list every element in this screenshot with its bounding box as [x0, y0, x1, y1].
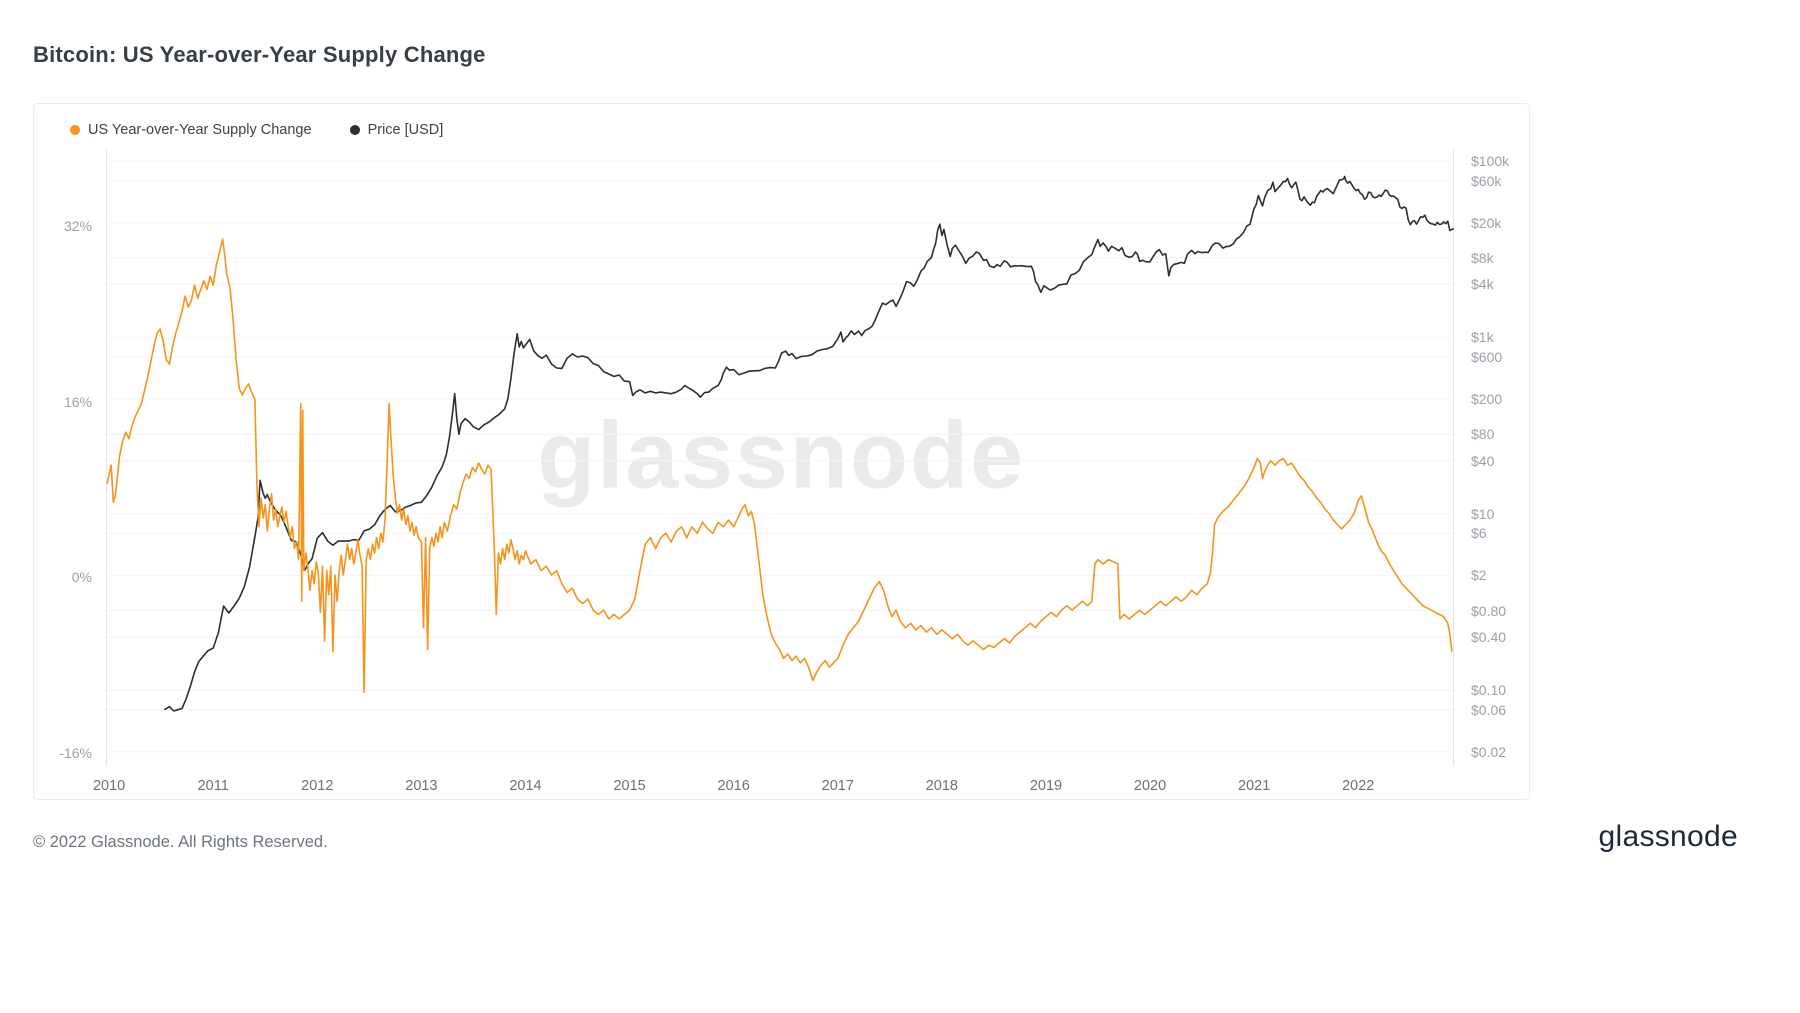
left-axis-tick: -16% — [59, 744, 92, 761]
right-axis-tick: $0.10 — [1471, 682, 1507, 699]
x-axis-tick: 2019 — [1029, 778, 1063, 794]
x-axis-tick: 2022 — [1342, 778, 1375, 794]
x-axis-tick: 2020 — [1133, 778, 1167, 794]
right-axis-tick: $10 — [1471, 505, 1495, 522]
legend-label-price: Price [USD] — [367, 122, 444, 138]
right-axis-tick: $60k — [1471, 172, 1502, 189]
left-axis-tick: 0% — [71, 569, 92, 586]
right-axis-tick: $80 — [1471, 426, 1495, 443]
right-axis-tick: $100k — [1471, 153, 1510, 170]
x-axis-tick: 2012 — [301, 778, 334, 794]
legend-dot — [70, 125, 80, 135]
x-axis-tick: 2010 — [92, 778, 126, 794]
plot-area[interactable] — [106, 149, 1454, 766]
right-axis-tick: $2 — [1471, 567, 1487, 584]
legend-item-supply-change[interactable]: US Year-over-Year Supply Change — [70, 122, 312, 138]
chart-canvas[interactable] — [106, 149, 1454, 766]
series-supply-change — [106, 238, 1453, 694]
right-axis-tick: $8k — [1471, 249, 1494, 266]
legend-dot — [349, 125, 360, 135]
x-axis-tick: 2018 — [925, 778, 958, 794]
x-axis-tick: 2014 — [509, 778, 542, 794]
x-axis-tick: 2015 — [613, 778, 646, 794]
footer-copyright: © 2022 Glassnode. All Rights Reserved. — [33, 833, 328, 851]
x-axis-tick: 2021 — [1238, 778, 1271, 794]
right-axis-tick: $0.06 — [1471, 701, 1507, 718]
right-axis-tick: $600 — [1471, 348, 1503, 365]
right-axis-tick: $40 — [1471, 452, 1495, 469]
series-price — [163, 175, 1454, 712]
right-axis-tick: $0.02 — [1471, 743, 1507, 760]
right-axis-tick: $20k — [1471, 214, 1502, 231]
chart-legend: US Year-over-Year Supply Change Price [U… — [70, 122, 443, 138]
right-axis-tick: $0.80 — [1471, 602, 1507, 619]
left-axis-tick: 32% — [63, 217, 92, 234]
x-axis-tick: 2017 — [821, 778, 854, 794]
chart-panel: US Year-over-Year Supply Change Price [U… — [33, 103, 1530, 800]
right-axis-tick: $0.40 — [1471, 629, 1507, 646]
left-axis-tick: 16% — [63, 393, 92, 410]
page-title: Bitcoin: US Year-over-Year Supply Change — [33, 42, 486, 67]
x-axis-tick: 2016 — [717, 778, 750, 794]
x-axis-tick: 2011 — [197, 778, 229, 794]
glassnode-logo[interactable]: glassnode — [1598, 820, 1738, 853]
x-axis-tick: 2013 — [405, 778, 438, 794]
right-axis-tick: $1k — [1471, 329, 1494, 346]
legend-item-price[interactable]: Price [USD] — [349, 122, 444, 138]
right-axis-tick: $6 — [1471, 525, 1487, 542]
right-axis-tick: $4k — [1471, 276, 1494, 293]
right-axis-tick: $200 — [1471, 391, 1503, 408]
legend-label-supply-change: US Year-over-Year Supply Change — [88, 122, 312, 138]
